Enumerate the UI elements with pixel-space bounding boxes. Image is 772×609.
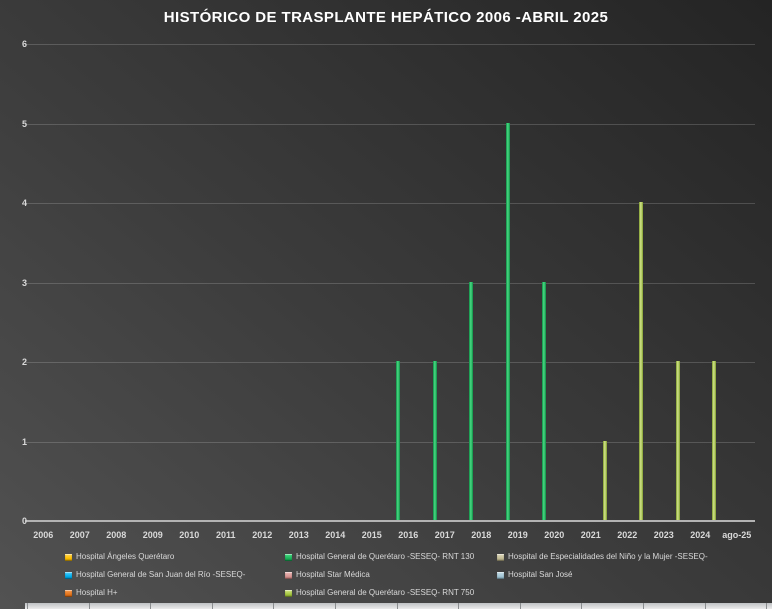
x-axis: 2006 2007 2008 2009 2010 2011 2012 2013 2014 2015…: [25, 529, 755, 541]
x-axis-label: 2006: [33, 530, 54, 540]
y-axis-label: 3: [22, 277, 28, 288]
x-axis-label: 2015: [361, 530, 382, 540]
x-axis-label: 2008: [106, 530, 127, 540]
legend-item: Hospital General de Querétaro -SESEQ- RN…: [285, 588, 474, 598]
legend-label: Hospital General de Querétaro -SESEQ- RN…: [296, 588, 475, 597]
strip-tick: [396, 603, 398, 609]
x-axis-label: 2012: [252, 530, 273, 540]
x-axis-label: ago-25: [722, 530, 752, 540]
legend-item: Hospital General de Querétaro -SESEQ- RN…: [285, 552, 474, 562]
x-axis-label: 2016: [398, 530, 419, 540]
x-axis-label: 2010: [179, 530, 200, 540]
y-axis-label: 4: [22, 198, 28, 208]
legend-label: Hospital H+: [76, 588, 118, 597]
bar-2016-s2: [396, 361, 401, 520]
x-axis-label: 2024: [690, 530, 711, 540]
bar-2018-s2: [469, 281, 474, 520]
gridline: [25, 441, 755, 443]
strip-tick: [273, 603, 275, 609]
legend-label: Hospital San José: [508, 570, 573, 579]
strip-tick: [27, 603, 28, 609]
x-axis-label: 2021: [580, 530, 601, 540]
bar-2022-s8: [639, 202, 644, 520]
x-axis-label: 2018: [471, 530, 492, 540]
legend-item: Hospital de Especialidades del Niño y la…: [497, 552, 708, 562]
bar-2024-s8: [712, 361, 717, 520]
strip-tick: [458, 603, 460, 609]
legend-marker-icon: [285, 571, 292, 579]
gridline: [25, 203, 755, 204]
strip-tick: [150, 603, 152, 609]
strip-tick: [88, 603, 90, 609]
legend-marker-icon: [497, 553, 504, 561]
legend-marker-icon: [65, 553, 72, 561]
x-axis-label: 2009: [142, 530, 163, 540]
strip-tick: [766, 603, 768, 609]
bar-2020-s2: [542, 281, 547, 520]
gridline: [25, 282, 755, 284]
x-axis-label: 2022: [617, 530, 638, 540]
legend-marker-icon: [285, 589, 292, 597]
legend-marker-icon: [285, 553, 292, 561]
legend-item: Hospital Ángeles Querétaro: [65, 552, 174, 562]
bottom-strip: [25, 603, 772, 609]
y-axis-label: 6: [22, 39, 28, 49]
bar-2021-s8: [602, 440, 607, 520]
strip-tick: [211, 603, 213, 609]
legend-label: Hospital Ángeles Querétaro: [76, 552, 175, 561]
legend: Hospital Ángeles Querétaro Hospital Gener…: [0, 550, 772, 602]
strip-tick: [519, 603, 521, 609]
x-axis-label: 2011: [215, 530, 236, 540]
x-axis-label: 2013: [288, 530, 309, 540]
gridline: [25, 362, 755, 363]
y-axis-label: 2: [22, 357, 28, 367]
x-axis-label: 2019: [507, 530, 528, 540]
legend-label: Hospital General de Querétaro -SESEQ- RN…: [296, 552, 475, 561]
legend-item: Hospital San José: [497, 570, 572, 580]
bar-2023-s8: [675, 361, 680, 520]
x-axis-label: 2017: [434, 530, 455, 540]
strip-tick: [643, 603, 644, 609]
x-axis-label: 2007: [69, 530, 90, 540]
legend-label: Hospital de Especialidades del Niño y la…: [508, 552, 708, 561]
legend-item: Hospital Star Médica: [285, 570, 370, 580]
y-axis-label: 5: [22, 118, 28, 129]
strip-tick: [581, 603, 583, 609]
legend-marker-icon: [65, 571, 72, 579]
legend-marker-icon: [497, 571, 504, 579]
legend-item: Hospital General de San Juan del Río -SE…: [65, 570, 245, 580]
y-axis-label: 1: [22, 436, 28, 447]
plot-area: [25, 44, 755, 522]
gridline: [25, 520, 755, 522]
strip-tick: [335, 603, 336, 609]
chart-title: HISTÓRICO DE TRASPLANTE HEPÁTICO 2006 -A…: [163, 9, 609, 26]
bar-2019-s2: [505, 122, 510, 520]
gridline: [25, 44, 755, 45]
y-axis-label: 0: [22, 516, 28, 526]
x-axis-label: 2014: [325, 530, 346, 540]
bar-2017-s2: [432, 361, 437, 520]
legend-label: Hospital Star Médica: [296, 570, 370, 579]
strip-tick: [704, 603, 706, 609]
x-axis-label: 2023: [653, 530, 674, 540]
gridline: [25, 123, 755, 125]
legend-label: Hospital General de San Juan del Río -SE…: [76, 570, 246, 579]
legend-item: Hospital H+: [65, 588, 118, 598]
x-axis-label: 2020: [544, 530, 565, 540]
legend-marker-icon: [65, 589, 72, 597]
